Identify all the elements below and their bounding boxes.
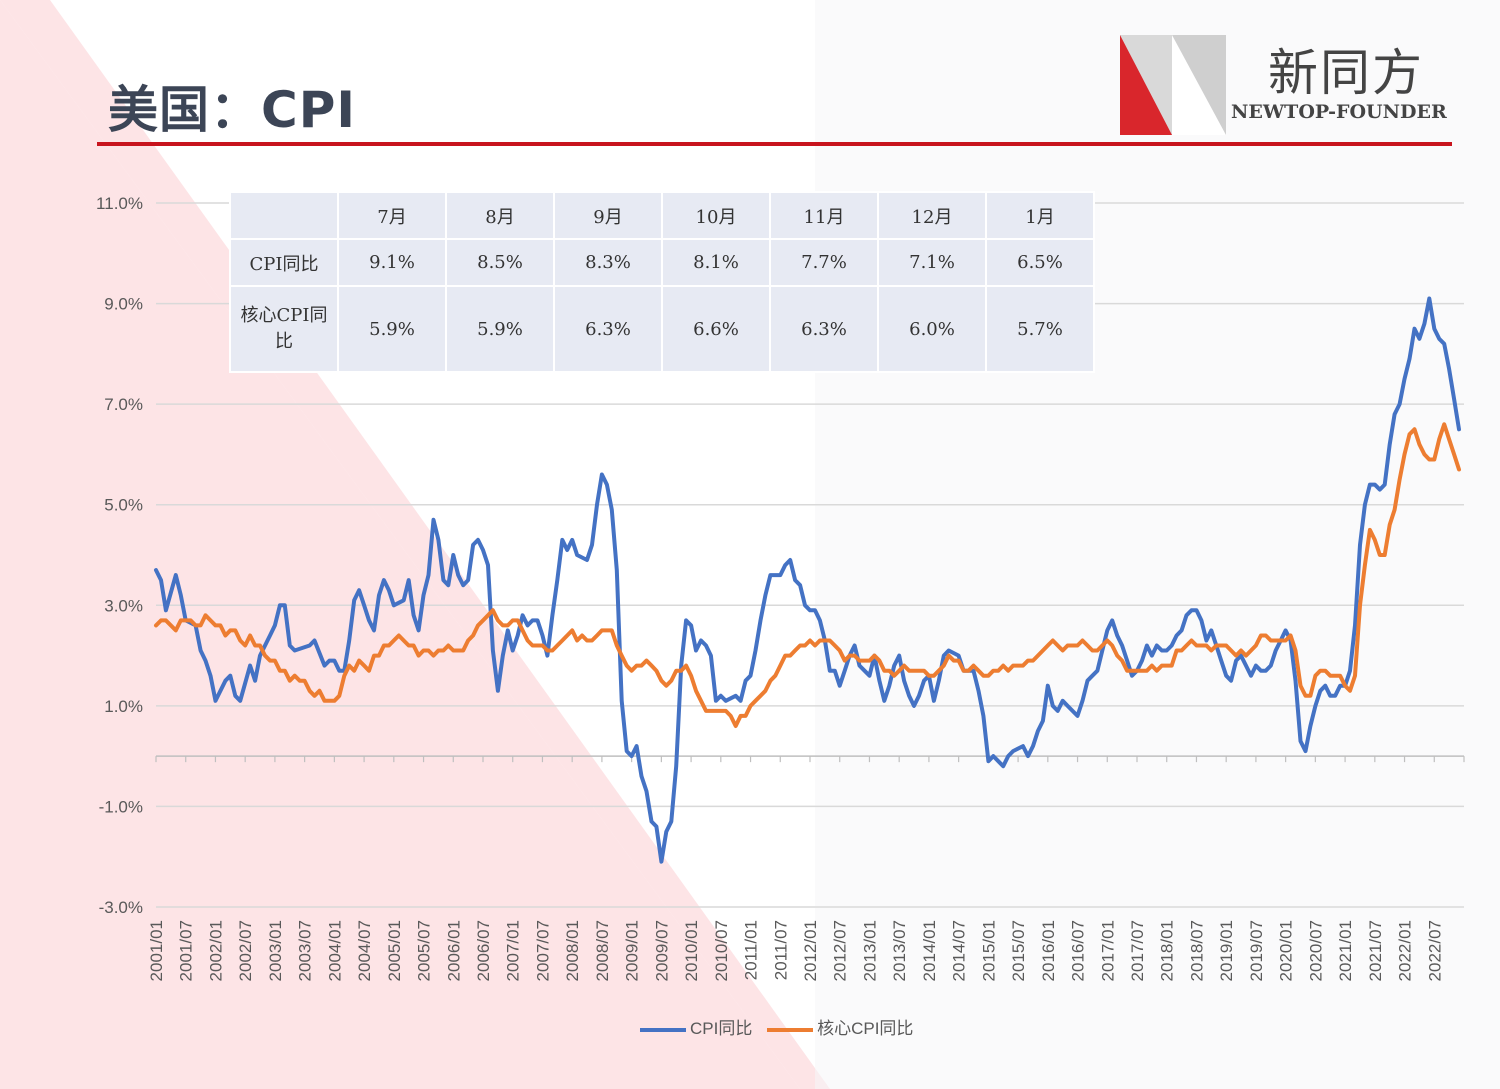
table-cell: 6.3% <box>769 285 879 373</box>
x-tick-label: 2015/07 <box>1009 920 1028 981</box>
x-tick-label: 2012/07 <box>831 920 850 981</box>
x-tick-label: 2018/01 <box>1158 920 1177 981</box>
table-header-cell: 11月 <box>769 191 879 240</box>
x-tick-label: 2010/07 <box>712 920 731 981</box>
table-cell: 6.3% <box>553 285 663 373</box>
table-cell: 6.6% <box>661 285 771 373</box>
brand-logo-mark <box>1120 35 1226 135</box>
x-tick-label: 2005/01 <box>385 920 404 981</box>
x-tick-label: 2012/01 <box>801 920 820 981</box>
x-tick-label: 2007/01 <box>504 920 523 981</box>
legend-label-cpi: CPI同比 <box>690 1019 753 1038</box>
table-header-cell: 9月 <box>553 191 663 240</box>
x-tick-label: 2022/01 <box>1396 920 1415 981</box>
table-cell: 5.9% <box>337 285 447 373</box>
table-cell: 6.0% <box>877 285 987 373</box>
table-row-label: CPI同比 <box>229 238 339 287</box>
y-tick-label: 5.0% <box>104 496 143 515</box>
table-row-label: 核心CPI同比 <box>229 285 339 373</box>
table-cell: 8.1% <box>661 238 771 287</box>
y-tick-label: 3.0% <box>104 596 143 615</box>
table-cell: 8.3% <box>553 238 663 287</box>
x-tick-label: 2015/01 <box>979 920 998 981</box>
x-tick-label: 2018/07 <box>1187 920 1206 981</box>
x-tick-label: 2002/07 <box>236 920 255 981</box>
x-tick-label: 2004/01 <box>325 920 344 981</box>
x-tick-label: 2008/01 <box>563 920 582 981</box>
x-tick-label: 2003/07 <box>296 920 315 981</box>
x-tick-label: 2006/07 <box>474 920 493 981</box>
x-tick-label: 2022/07 <box>1425 920 1444 981</box>
x-tick-label: 2016/07 <box>1069 920 1088 981</box>
x-tick-label: 2011/07 <box>771 920 790 980</box>
y-tick-label: 7.0% <box>104 395 143 414</box>
table-corner-cell <box>229 191 339 240</box>
x-tick-label: 2019/01 <box>1217 920 1236 981</box>
chart-legend: CPI同比 核心CPI同比 <box>640 1014 913 1039</box>
table-cell: 8.5% <box>445 238 555 287</box>
y-tick-label: 1.0% <box>104 697 143 716</box>
table-header-cell: 7月 <box>337 191 447 240</box>
x-tick-label: 2001/07 <box>177 920 196 981</box>
x-axis-ticks: 2001/01 2001/07 2002/01 2002/07 2003/01 2003/… <box>147 920 1444 981</box>
x-tick-label: 2020/01 <box>1277 920 1296 981</box>
x-tick-label: 2010/01 <box>682 920 701 981</box>
legend-label-core: 核心CPI同比 <box>817 1019 914 1038</box>
x-tick-label: 2017/01 <box>1098 920 1117 981</box>
x-tick-label: 2002/01 <box>206 920 225 981</box>
chart-series <box>154 296 1461 864</box>
red-diagonal-edge <box>0 0 830 1089</box>
page-title: 美国：CPI <box>108 81 356 139</box>
y-tick-label: -1.0% <box>99 797 143 816</box>
brand-name-chinese: 新同方 <box>1268 44 1424 102</box>
x-tick-label: 2006/01 <box>444 920 463 981</box>
x-tick-label: 2014/01 <box>920 920 939 981</box>
x-tick-label: 2005/07 <box>415 920 434 981</box>
y-axis-ticks: 11.0% 9.0% 7.0% 5.0% 3.0% 1.0% -1.0% -3.0% <box>96 194 143 917</box>
x-tick-label: 2011/01 <box>742 920 761 980</box>
x-axis <box>155 755 1465 763</box>
x-tick-label: 2009/01 <box>623 920 642 981</box>
x-tick-label: 2016/01 <box>1039 920 1058 981</box>
x-tick-label: 2014/07 <box>950 920 969 981</box>
x-tick-label: 2009/07 <box>652 920 671 981</box>
x-tick-label: 2013/07 <box>890 920 909 981</box>
table-cell: 9.1% <box>337 238 447 287</box>
x-tick-label: 2021/01 <box>1336 920 1355 981</box>
series-line-cpi <box>154 296 1461 864</box>
x-tick-label: 2019/07 <box>1247 920 1266 981</box>
title-divider <box>97 142 1452 146</box>
table-header-cell: 10月 <box>661 191 771 240</box>
y-tick-label: 11.0% <box>96 194 143 213</box>
series-line-core-cpi <box>154 422 1461 728</box>
x-tick-label: 2004/07 <box>355 920 374 981</box>
table-row: 核心CPI同比 5.9% 5.9% 6.3% 6.6% 6.3% 6.0% 5.… <box>229 285 1095 373</box>
table-header-cell: 1月 <box>985 191 1095 240</box>
x-tick-label: 2008/07 <box>593 920 612 981</box>
x-tick-label: 2007/07 <box>533 920 552 981</box>
legend-swatch-core <box>767 1027 814 1032</box>
cpi-summary-table: 7月 8月 9月 10月 11月 12月 1月 CPI同比 9.1% 8.5% … <box>229 191 1095 373</box>
table-cell: 7.7% <box>769 238 879 287</box>
legend-swatch-cpi <box>640 1027 686 1032</box>
y-tick-label: -3.0% <box>99 898 143 917</box>
x-tick-label: 2001/01 <box>147 920 166 981</box>
table-row: CPI同比 9.1% 8.5% 8.3% 8.1% 7.7% 7.1% 6.5% <box>229 238 1095 287</box>
y-tick-label: 9.0% <box>104 295 143 314</box>
table-cell: 7.1% <box>877 238 987 287</box>
table-cell: 6.5% <box>985 238 1095 287</box>
table-cell: 5.7% <box>985 285 1095 373</box>
x-tick-label: 2003/01 <box>266 920 285 981</box>
table-cell: 5.9% <box>445 285 555 373</box>
brand-name-english: NEWTOP-FOUNDER <box>1231 101 1447 123</box>
x-tick-label: 2013/01 <box>860 920 879 981</box>
x-tick-label: 2017/07 <box>1128 920 1147 981</box>
table-header-row: 7月 8月 9月 10月 11月 12月 1月 <box>229 191 1095 240</box>
table-header-cell: 8月 <box>445 191 555 240</box>
table-header-cell: 12月 <box>877 191 987 240</box>
x-tick-label: 2021/07 <box>1366 920 1385 981</box>
x-tick-label: 2020/07 <box>1306 920 1325 981</box>
